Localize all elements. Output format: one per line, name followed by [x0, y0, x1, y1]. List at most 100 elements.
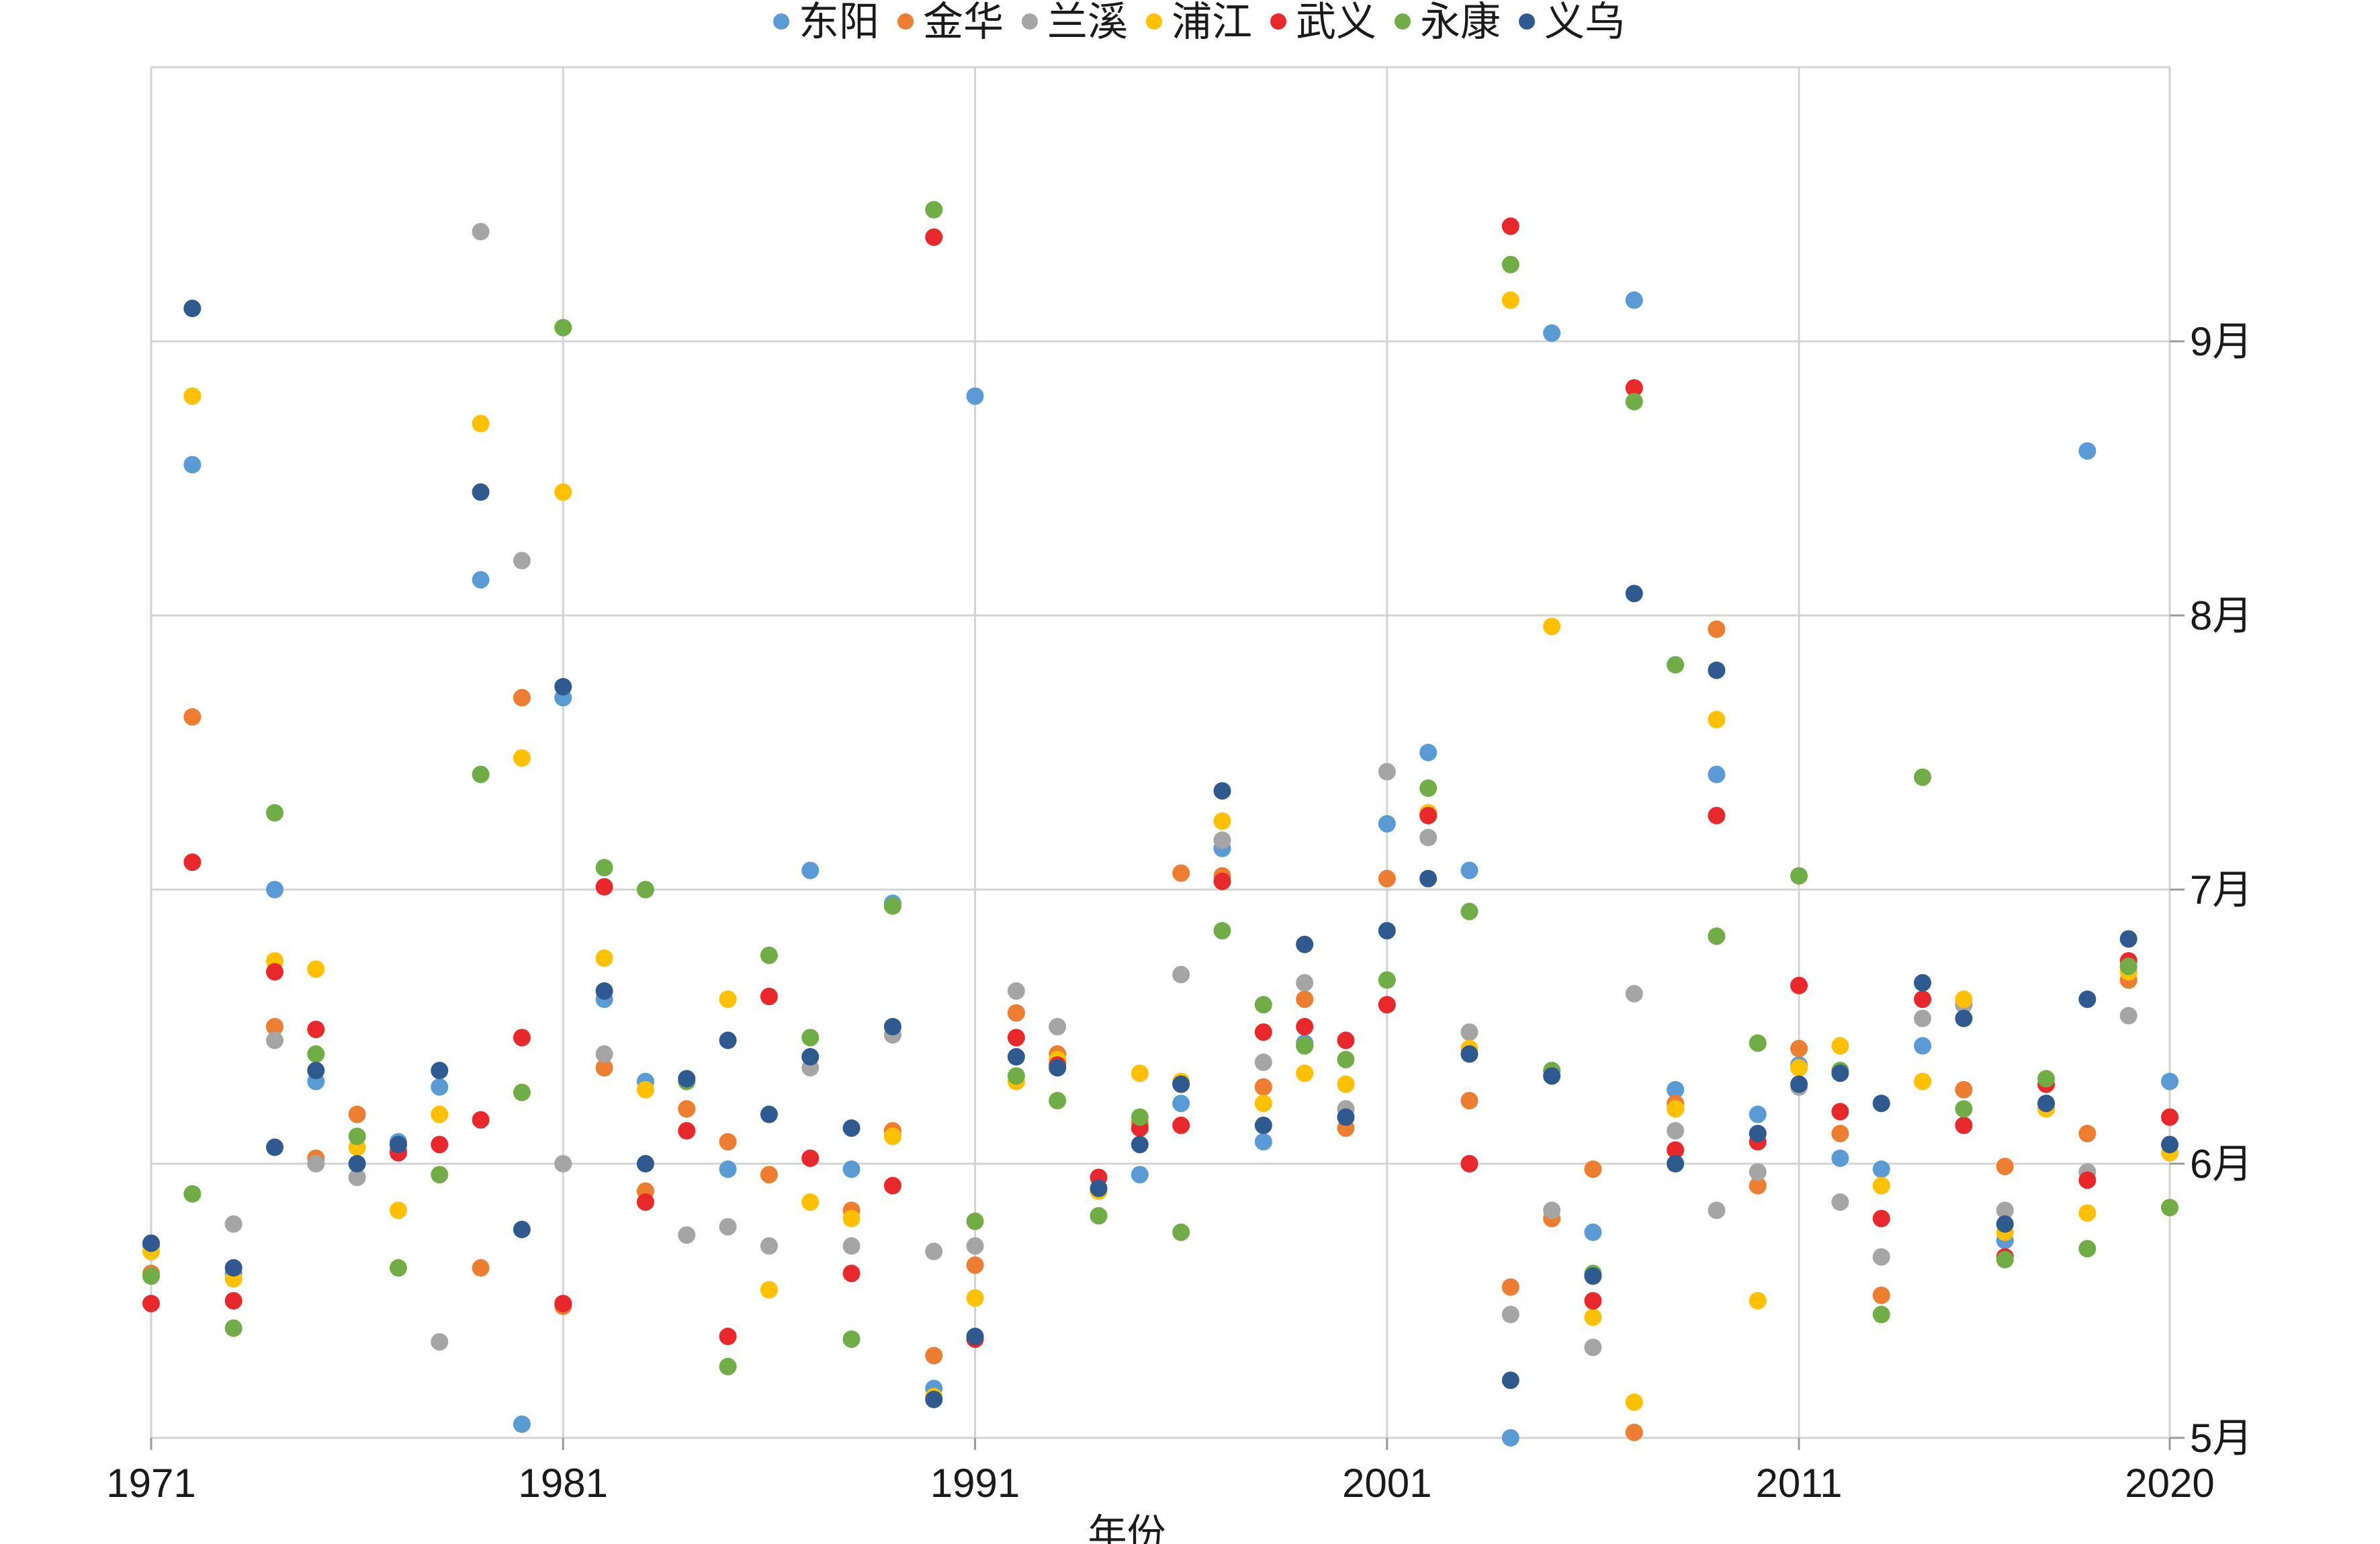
data-point: [183, 300, 202, 318]
data-point: [513, 1083, 531, 1101]
data-point: [1955, 1100, 1973, 1118]
data-point: [1131, 1166, 1149, 1184]
data-point: [265, 804, 283, 822]
data-point: [1378, 869, 1396, 888]
data-point: [1213, 831, 1231, 849]
data-point: [348, 1155, 366, 1172]
data-point: [389, 1259, 407, 1277]
data-point: [760, 1237, 778, 1255]
data-point: [842, 1264, 861, 1283]
data-point: [1296, 935, 1314, 953]
data-point: [224, 1259, 243, 1277]
data-point: [1914, 1037, 1932, 1055]
data-point: [2037, 1070, 2056, 1088]
data-point: [1419, 744, 1438, 761]
data-point: [883, 897, 901, 915]
data-point: [1131, 1135, 1149, 1154]
legend-marker: [1022, 13, 1038, 30]
data-point: [1296, 1018, 1314, 1035]
data-point: [595, 877, 613, 896]
data-point: [1708, 661, 1726, 679]
data-point: [1584, 1160, 1602, 1178]
data-point: [2078, 1125, 2097, 1143]
data-point: [1543, 617, 1561, 636]
data-point: [1625, 291, 1643, 309]
data-point: [678, 1070, 696, 1088]
data-point: [595, 949, 613, 967]
data-point: [1955, 1009, 1973, 1027]
data-point: [1460, 1045, 1479, 1063]
data-point: [1090, 1207, 1108, 1225]
data-point: [513, 1220, 531, 1238]
data-point: [1872, 1248, 1890, 1266]
data-point: [1254, 1095, 1272, 1113]
data-point: [307, 1045, 325, 1063]
data-point: [719, 1133, 737, 1151]
data-point: [1254, 1133, 1272, 1151]
data-point: [2078, 1171, 2097, 1189]
data-point: [1460, 1023, 1479, 1041]
data-point: [513, 552, 531, 570]
legend-marker: [1519, 13, 1535, 30]
data-point: [801, 1193, 820, 1211]
data-point: [1007, 1067, 1025, 1085]
data-point: [1872, 1286, 1890, 1304]
data-point: [719, 990, 737, 1009]
data-point: [307, 1155, 325, 1172]
data-point: [1790, 867, 1808, 885]
data-point: [348, 1127, 366, 1146]
data-point: [1996, 1215, 2014, 1233]
legend-label: 浦江: [1172, 0, 1252, 46]
data-point: [1337, 1108, 1355, 1126]
data-point: [1501, 1429, 1519, 1447]
data-point: [265, 1018, 283, 1035]
data-point: [925, 1346, 943, 1365]
data-point: [595, 1059, 613, 1077]
data-point: [431, 1062, 449, 1080]
data-point: [1172, 1116, 1190, 1134]
data-point: [1872, 1176, 1890, 1195]
data-point: [183, 456, 202, 474]
data-point: [1667, 1080, 1685, 1099]
data-point: [1007, 982, 1025, 1000]
legend-item: 东阳: [773, 0, 879, 46]
legend-marker: [1270, 13, 1286, 30]
y-tick-label: 7月: [2190, 867, 2252, 912]
legend-item: 浦江: [1146, 0, 1252, 46]
data-point: [760, 1105, 778, 1123]
data-point: [595, 982, 613, 1000]
legend-marker: [1395, 13, 1411, 30]
data-point: [472, 1111, 490, 1129]
data-point: [513, 689, 531, 707]
data-point: [1460, 861, 1479, 880]
data-point: [1296, 990, 1314, 1009]
y-tick-label: 9月: [2190, 319, 2252, 364]
data-point: [842, 1237, 861, 1255]
legend-item: 义乌: [1519, 0, 1625, 46]
x-axis-title: 年份: [1088, 1510, 1165, 1544]
data-point: [1172, 966, 1190, 984]
data-point: [760, 1281, 778, 1299]
data-point: [760, 946, 778, 964]
data-point: [2037, 1095, 2056, 1113]
data-point: [1914, 1072, 1932, 1090]
data-point: [348, 1168, 366, 1187]
data-point: [966, 1237, 984, 1255]
data-point: [1378, 815, 1396, 833]
data-point: [842, 1119, 861, 1137]
data-point: [1914, 768, 1932, 786]
data-point: [1378, 763, 1396, 781]
data-point: [389, 1135, 407, 1154]
data-point: [1419, 779, 1438, 798]
data-point: [1996, 1158, 2014, 1176]
data-point: [1337, 1075, 1355, 1093]
data-point: [513, 1415, 531, 1433]
data-point: [2078, 1240, 2097, 1258]
data-point: [472, 222, 490, 241]
data-point: [1460, 1155, 1479, 1172]
data-point: [513, 749, 531, 767]
data-point: [183, 853, 202, 871]
data-point: [678, 1100, 696, 1118]
data-point: [183, 387, 202, 405]
